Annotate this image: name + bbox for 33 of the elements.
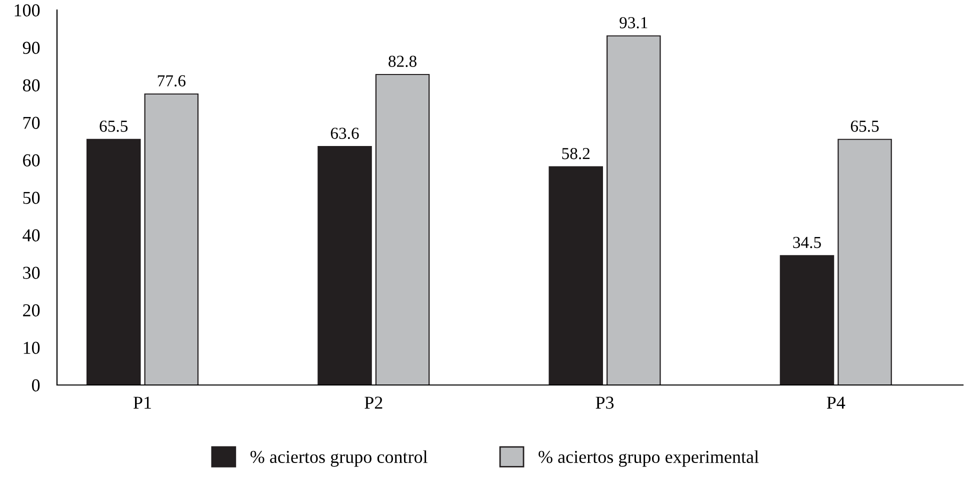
y-tick-label: 50: [23, 192, 40, 204]
y-tick-label: 100: [14, 4, 40, 16]
y-tick-label: 60: [23, 154, 40, 166]
y-tick-label: 10: [24, 342, 40, 354]
x-tick-label: P4: [826, 396, 846, 409]
data-label: 65.5: [850, 120, 879, 132]
y-tick-label: 70: [23, 116, 40, 129]
bar: [838, 138, 892, 385]
data-label: 93.1: [620, 17, 648, 28]
bar: [548, 166, 604, 385]
bar: [144, 93, 199, 385]
legend-label: % aciertos grupo control: [250, 450, 428, 467]
data-label: 34.5: [793, 236, 821, 248]
bar: [780, 255, 834, 385]
bar: [318, 146, 372, 385]
y-tick-label: 30: [23, 266, 40, 279]
data-label: 65.5: [100, 120, 128, 132]
data-label: 82.8: [388, 56, 416, 68]
data-label: 63.6: [330, 128, 359, 140]
y-tick-label: 80: [22, 79, 40, 92]
bar: [606, 35, 661, 385]
y-tick-label: 0: [32, 379, 40, 392]
data-label: 58.2: [562, 148, 590, 160]
y-tick-label: 20: [23, 304, 40, 316]
data-label: 77.6: [158, 75, 186, 87]
x-tick-label: P3: [596, 396, 614, 409]
y-tick-label: 90: [22, 42, 40, 54]
x-tick-label: P1: [134, 396, 151, 409]
bar: [86, 138, 141, 385]
y-tick-label: 40: [22, 229, 40, 242]
x-tick-label: P2: [364, 396, 382, 409]
bar: [375, 74, 430, 385]
legend-label: % aciertos grupo experimental: [538, 450, 759, 467]
